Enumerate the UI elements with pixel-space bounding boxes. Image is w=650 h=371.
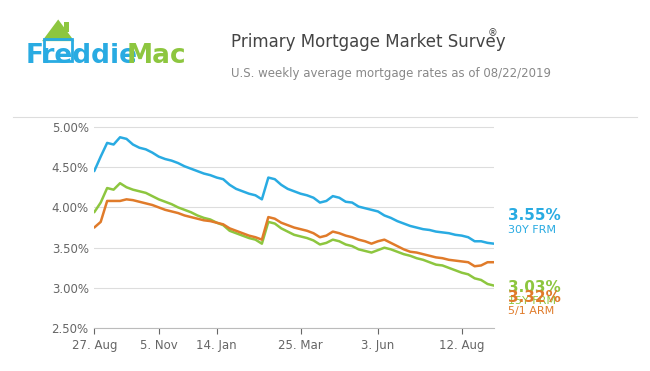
Text: 5/1 ARM: 5/1 ARM bbox=[508, 306, 554, 316]
Text: ®: ® bbox=[488, 28, 497, 38]
Text: 3.32%: 3.32% bbox=[508, 290, 561, 305]
Text: Primary Mortgage Market Survey: Primary Mortgage Market Survey bbox=[231, 33, 506, 52]
Text: 3.55%: 3.55% bbox=[508, 209, 561, 223]
Bar bbox=[64, 22, 69, 33]
Bar bbox=[44, 39, 72, 60]
Text: Freddie: Freddie bbox=[26, 43, 138, 69]
Text: 30Y FRM: 30Y FRM bbox=[508, 224, 556, 234]
Text: 15Y FRM: 15Y FRM bbox=[508, 296, 556, 306]
Polygon shape bbox=[42, 19, 74, 41]
Text: 3.03%: 3.03% bbox=[508, 280, 561, 295]
Text: U.S. weekly average mortgage rates as of 08/22/2019: U.S. weekly average mortgage rates as of… bbox=[231, 67, 551, 80]
Text: Mac: Mac bbox=[127, 43, 187, 69]
